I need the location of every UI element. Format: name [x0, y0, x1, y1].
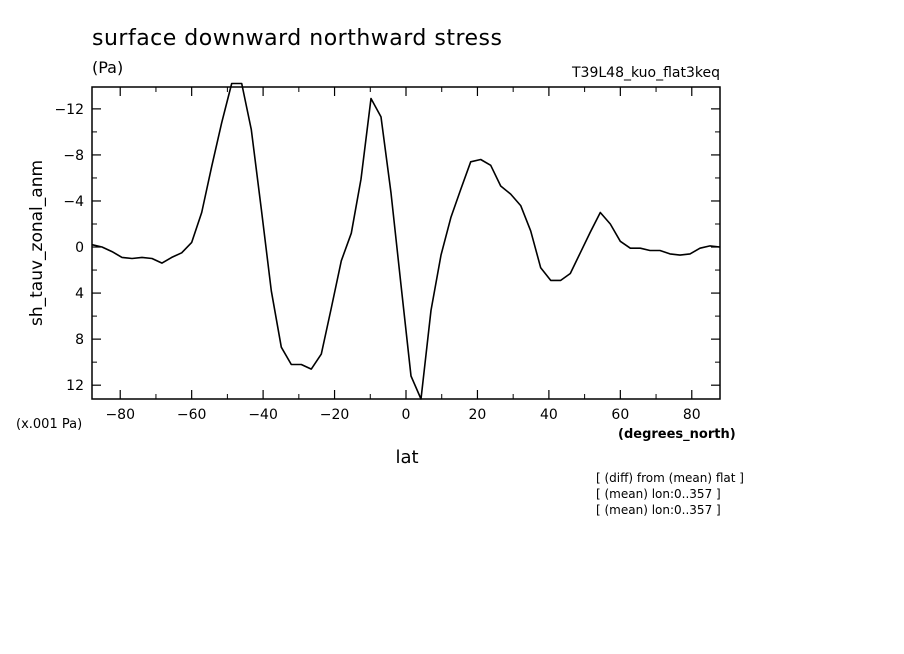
x-tick-label: 60	[611, 407, 629, 423]
x-tick-label: 0	[402, 407, 411, 423]
axis-ticks	[92, 87, 720, 399]
x-tick-label: 40	[540, 407, 558, 423]
x-tick-label: −60	[177, 407, 207, 423]
x-tick-label: −20	[320, 407, 350, 423]
note-line-2: [ (mean) lon:0..357 ]	[596, 487, 721, 501]
y-tick-labels: −12 −8 −4 0 4 8 12	[54, 102, 84, 394]
y-tick-label: 4	[75, 286, 84, 302]
chart-title: surface downward northward stress	[92, 26, 502, 51]
x-axis-label: lat	[395, 447, 418, 468]
note-line-3: [ (mean) lon:0..357 ]	[596, 503, 721, 517]
y-tick-label: 12	[66, 378, 84, 394]
series-line	[91, 82, 721, 400]
y-tick-label: −12	[54, 102, 84, 118]
x-tick-label: −80	[105, 407, 135, 423]
y-tick-label: 0	[75, 240, 84, 256]
y-tick-label: −4	[63, 194, 84, 210]
x-units-label: (degrees_north)	[618, 427, 736, 442]
run-label: T39L48_kuo_flat3keq	[571, 65, 720, 81]
y-tick-label: 8	[75, 332, 84, 348]
y-tick-label: −8	[63, 148, 84, 164]
plot-frame	[91, 86, 721, 400]
x-tick-label: −40	[248, 407, 278, 423]
x-tick-labels: −80 −60 −40 −20 0 20 40 60 80	[105, 407, 700, 423]
x-tick-label: 80	[683, 407, 701, 423]
y-scale-label: (x.001 Pa)	[16, 417, 82, 432]
note-line-1: [ (diff) from (mean) flat ]	[596, 471, 744, 485]
units-label: (Pa)	[92, 58, 123, 77]
y-axis-label: sh_tauv_zonal_anm	[27, 160, 47, 326]
x-tick-label: 20	[469, 407, 487, 423]
